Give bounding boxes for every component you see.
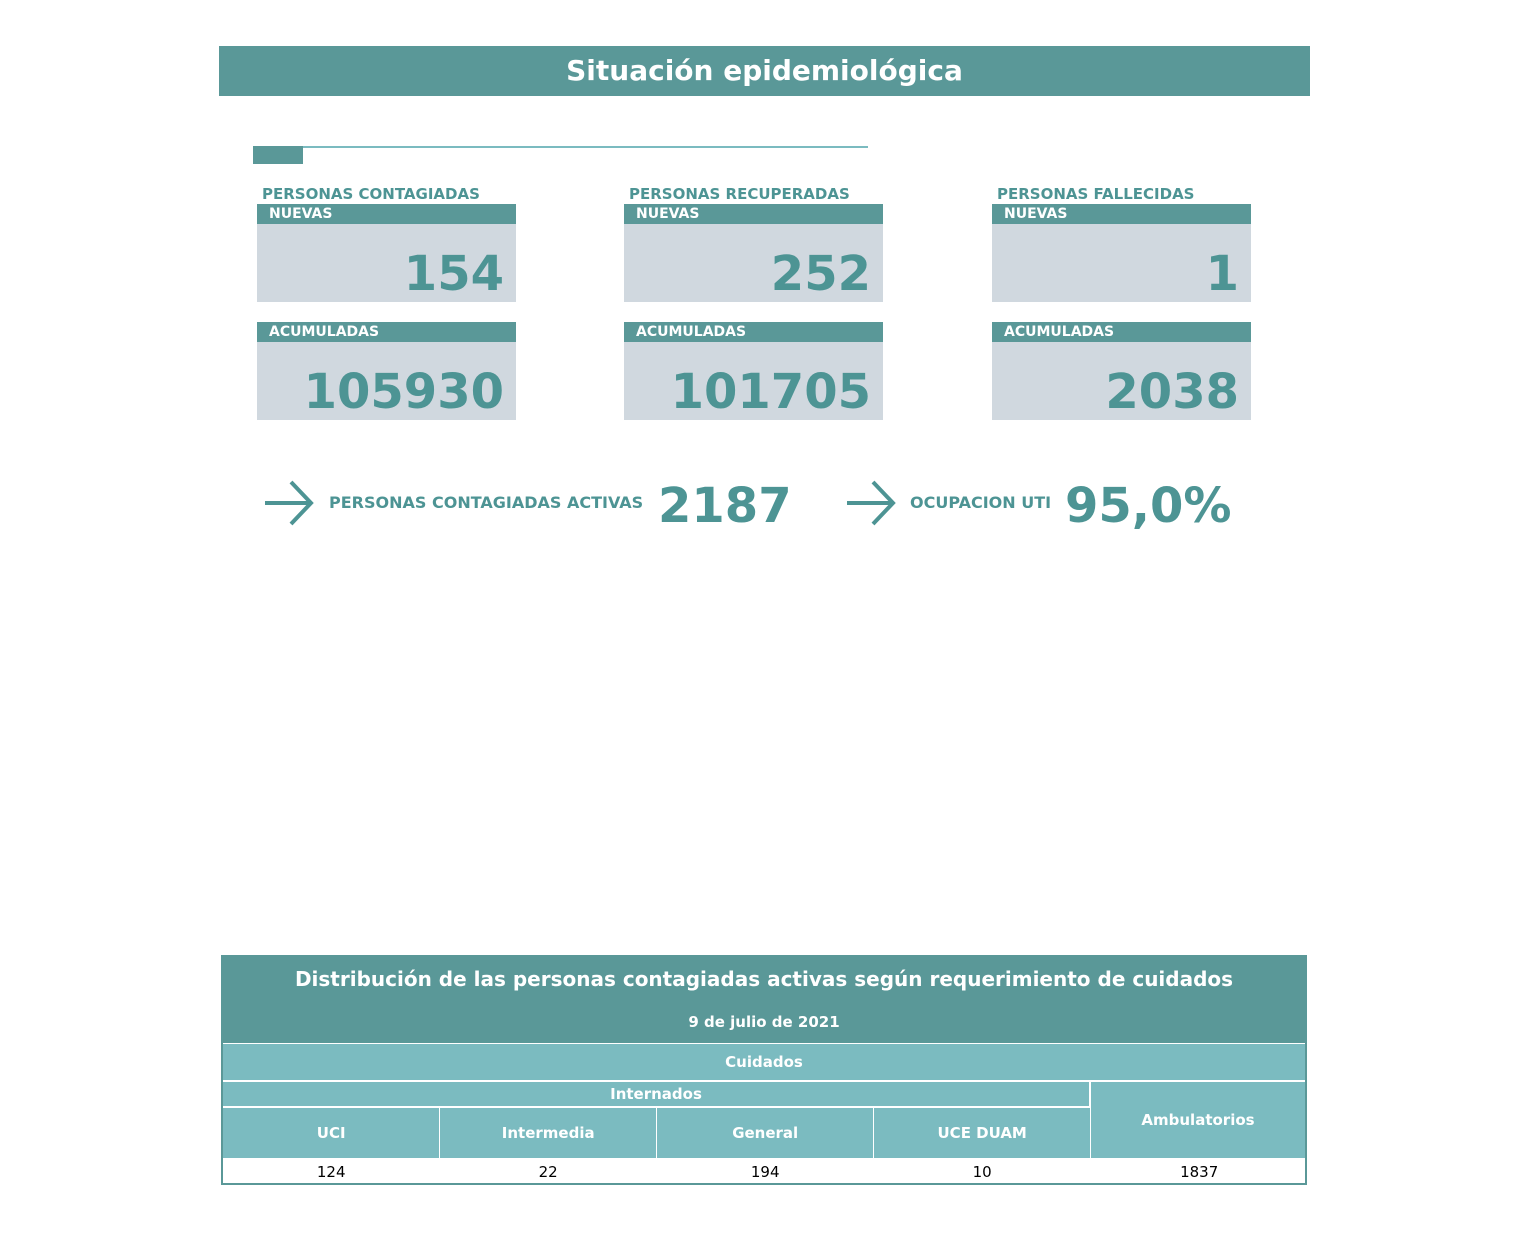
table-cell: 22 (538, 1163, 558, 1181)
summary-value: 2187 (658, 478, 792, 534)
subgroup-header: Internados (223, 1082, 1089, 1106)
new-label: NUEVAS (257, 204, 516, 224)
card-title: PERSONAS CONTAGIADAS (262, 185, 480, 203)
table-title: Distribución de las personas contagiadas… (294, 967, 1234, 991)
new-label: NUEVAS (992, 204, 1251, 224)
column-header: UCE DUAM (874, 1108, 1091, 1158)
total-label: ACUMULADAS (992, 322, 1251, 342)
total-value: 2038 (992, 342, 1251, 420)
new-value: 1 (992, 224, 1251, 302)
summary-label: OCUPACION UTI (910, 493, 1052, 512)
group-header: Cuidados (223, 1044, 1305, 1080)
accent-block (253, 146, 303, 164)
new-value: 252 (624, 224, 883, 302)
summary-value: 95,0% (1065, 478, 1232, 534)
table-cell: 10 (972, 1163, 992, 1181)
arrow-icon (845, 478, 897, 528)
new-value: 154 (257, 224, 516, 302)
total-label: ACUMULADAS (257, 322, 516, 342)
card-title: PERSONAS FALLECIDAS (997, 185, 1195, 203)
table-date: 9 de julio de 2021 (688, 1013, 840, 1031)
table-cell: 1837 (1180, 1163, 1219, 1181)
arrow-icon (263, 478, 315, 528)
page-title: Situación epidemiológica (219, 46, 1310, 96)
column-header: Ambulatorios (1091, 1082, 1305, 1158)
table-cell: 124 (316, 1163, 346, 1181)
column-header: UCI (223, 1108, 440, 1158)
total-label: ACUMULADAS (624, 322, 883, 342)
table: Distribución de las personas contagiadas… (221, 955, 1307, 1185)
total-value: 101705 (624, 342, 883, 420)
table-header: Distribución de las personas contagiadas… (223, 957, 1305, 1043)
total-value: 105930 (257, 342, 516, 420)
table-cell: 194 (750, 1163, 780, 1181)
accent-line (303, 146, 868, 148)
new-label: NUEVAS (624, 204, 883, 224)
card-title: PERSONAS RECUPERADAS (629, 185, 850, 203)
column-header: Intermedia (440, 1108, 657, 1158)
column-header: General (657, 1108, 874, 1158)
summary-label: PERSONAS CONTAGIADAS ACTIVAS (329, 493, 644, 512)
